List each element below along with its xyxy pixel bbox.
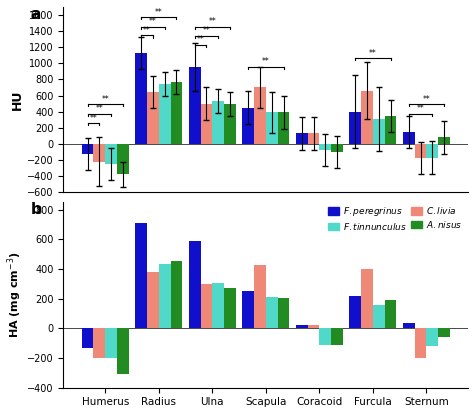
Bar (254, 265, 266, 328)
Bar (201, 104, 212, 144)
Bar (319, 328, 331, 345)
Legend: $\it{F. peregrinus}$, $\it{F. tinnunculus}$, $\it{C. livia}$, $\it{A. nisus}$: $\it{F. peregrinus}$, $\it{F. tinnunculu… (327, 203, 464, 233)
Bar (117, 328, 129, 374)
Bar (385, 300, 396, 328)
Bar (361, 91, 373, 144)
Bar (159, 84, 171, 144)
Bar (147, 92, 159, 144)
Bar (438, 138, 450, 144)
Bar (403, 323, 415, 328)
Bar (224, 104, 236, 144)
Bar (242, 291, 254, 328)
Text: **: ** (149, 17, 157, 26)
Bar (224, 288, 236, 328)
Bar (135, 223, 147, 328)
Text: a: a (31, 7, 41, 22)
Bar (415, 328, 427, 358)
Bar (296, 133, 308, 144)
Bar (82, 144, 93, 154)
Y-axis label: HU: HU (11, 89, 24, 110)
Bar (159, 264, 171, 328)
Bar (403, 132, 415, 144)
Bar (212, 283, 224, 328)
Bar (266, 112, 278, 144)
Bar (331, 328, 343, 345)
Bar (361, 269, 373, 328)
Bar (93, 328, 105, 358)
Bar (212, 101, 224, 144)
Bar (189, 67, 201, 144)
Bar (242, 108, 254, 144)
Bar (135, 53, 147, 144)
Bar (373, 119, 385, 144)
Bar (93, 144, 105, 161)
Bar (427, 328, 438, 346)
Bar (331, 144, 343, 152)
Bar (319, 144, 331, 150)
Text: **: ** (202, 26, 210, 35)
Bar (296, 325, 308, 328)
Text: **: ** (369, 49, 377, 58)
Bar (438, 328, 450, 337)
Bar (266, 297, 278, 328)
Bar (349, 112, 361, 144)
Text: **: ** (423, 95, 430, 104)
Bar (427, 144, 438, 158)
Bar (415, 144, 427, 158)
Text: **: ** (262, 57, 270, 66)
Bar (278, 112, 290, 144)
Text: **: ** (90, 114, 97, 123)
Bar (82, 328, 93, 348)
Bar (105, 328, 117, 358)
Bar (105, 144, 117, 164)
Text: **: ** (417, 104, 424, 113)
Text: **: ** (95, 104, 103, 114)
Bar (147, 272, 159, 328)
Bar (117, 144, 129, 175)
Text: **: ** (155, 8, 163, 17)
Bar (373, 305, 385, 328)
Y-axis label: HA (mg cm$^{-3}$): HA (mg cm$^{-3}$) (6, 252, 24, 338)
Text: **: ** (101, 95, 109, 104)
Bar (349, 296, 361, 328)
Bar (171, 261, 182, 328)
Bar (308, 325, 319, 328)
Bar (171, 82, 182, 144)
Bar (308, 133, 319, 144)
Bar (278, 298, 290, 328)
Text: **: ** (209, 17, 216, 26)
Bar (201, 284, 212, 328)
Bar (189, 241, 201, 328)
Text: b: b (31, 202, 42, 217)
Text: **: ** (143, 26, 151, 35)
Text: **: ** (197, 35, 204, 44)
Bar (385, 116, 396, 144)
Bar (254, 88, 266, 144)
